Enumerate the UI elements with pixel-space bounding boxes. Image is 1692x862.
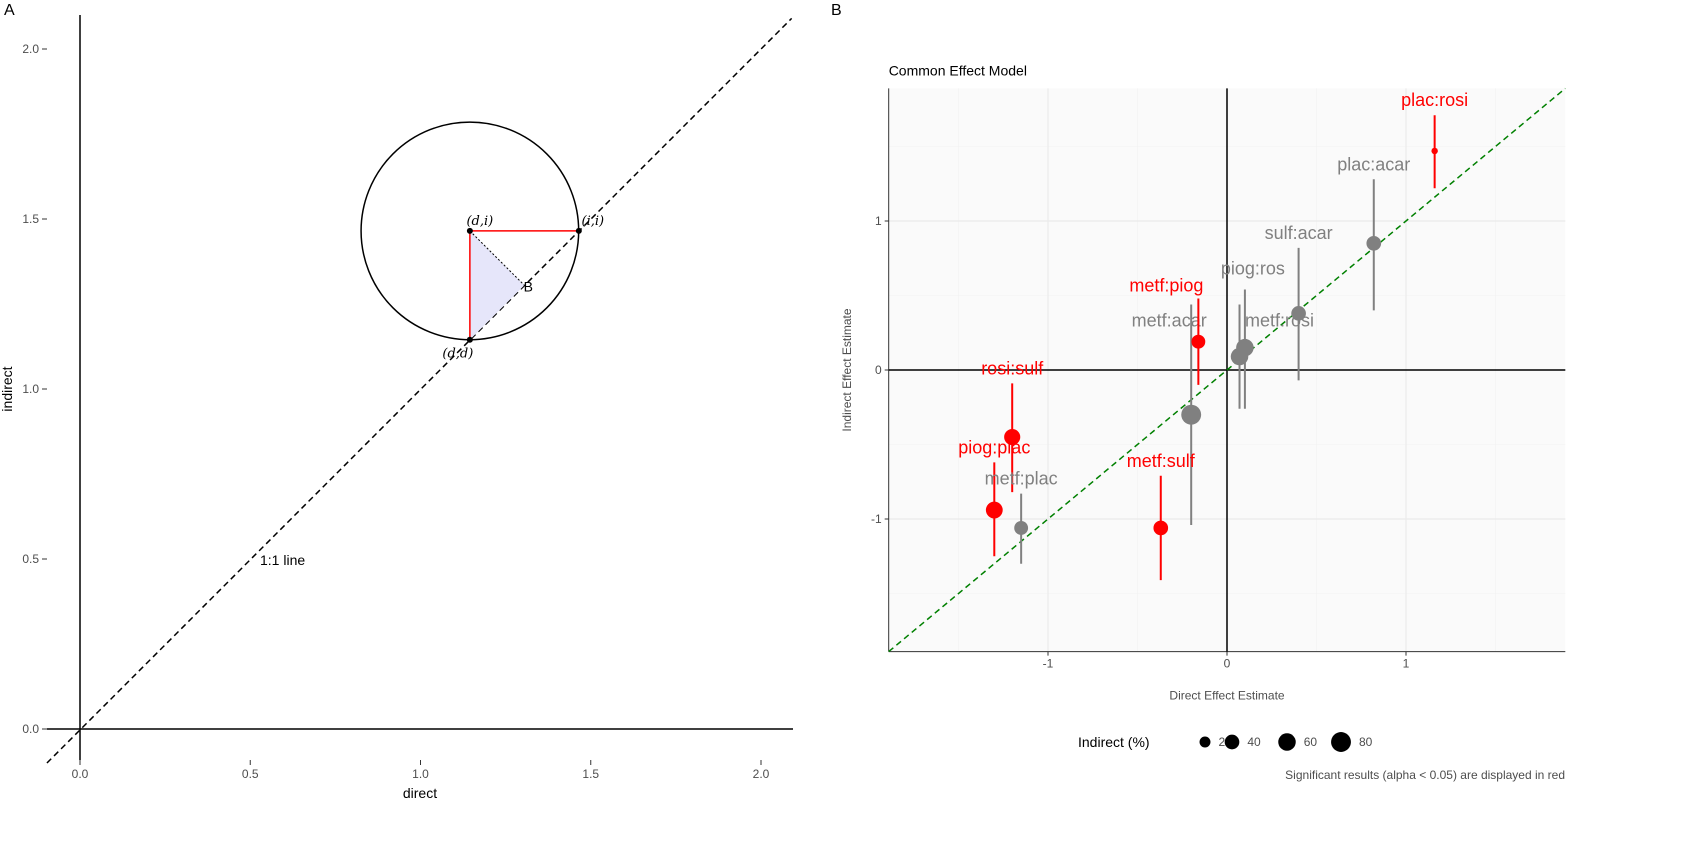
y-tick-label: 2.0 — [22, 42, 39, 56]
data-point — [1230, 347, 1249, 366]
y-tick-label: 1.5 — [22, 212, 39, 226]
data-point — [1004, 428, 1021, 446]
legend-label: 40 — [1247, 735, 1261, 749]
y-axis-label: indirect — [0, 366, 15, 411]
legend-key — [1224, 734, 1240, 750]
x-tick-label: -1 — [1043, 657, 1054, 671]
x-tick-label: 1.5 — [582, 767, 599, 781]
y-tick-label: 0.0 — [22, 722, 39, 736]
point — [466, 227, 473, 234]
data-point — [1431, 147, 1438, 155]
x-tick-label: 0.5 — [242, 767, 259, 781]
x-tick-label: 0.0 — [72, 767, 89, 781]
panel-a-label: A — [4, 2, 15, 19]
y-tick-label: 1.0 — [22, 382, 39, 396]
y-tick-label: 0.5 — [22, 552, 39, 566]
point — [575, 227, 582, 234]
dotted-projection — [469, 230, 525, 286]
point-label: piog:ros — [1221, 259, 1285, 279]
point-label: plac:acar — [1337, 154, 1410, 174]
legend-key — [1331, 732, 1351, 752]
point-label: piog:plac — [958, 437, 1030, 457]
data-point — [1366, 236, 1382, 251]
panel-b-label: B — [831, 2, 842, 19]
panel-a: 0.0 0.5 1.0 1.5 2.0 0.0 0.5 1.0 1.5 2.0 direct indi… — [0, 15, 793, 801]
x-tick-label: 1 — [1403, 657, 1410, 671]
reference-line-label: 1:1 line — [260, 552, 305, 568]
x-tick-label: 1.0 — [412, 767, 429, 781]
y-tick-label: -1 — [871, 512, 882, 526]
point-label: rosi:sulf — [981, 358, 1044, 378]
x-tick-label: 0 — [1224, 657, 1231, 671]
point-label: plac:rosi — [1401, 90, 1468, 110]
legend-title: Indirect (%) — [1078, 734, 1150, 750]
point-label: metf:acar — [1132, 310, 1207, 330]
y-axis-label: Indirect Effect Estimate — [840, 308, 854, 431]
point-label: metf:plac — [985, 469, 1058, 489]
point-label: metf:rosi — [1245, 310, 1314, 330]
point-label-b: B — [524, 278, 533, 294]
x-tick-label: 2.0 — [753, 767, 770, 781]
y-tick-label: 1 — [875, 214, 882, 228]
point-label: (d,i) — [466, 214, 493, 229]
x-axis-label: Direct Effect Estimate — [1169, 689, 1284, 703]
point-label: (d,d) — [442, 347, 473, 362]
x-axis-label: direct — [403, 785, 437, 801]
legend-label: 60 — [1304, 735, 1318, 749]
data-point — [1153, 520, 1169, 536]
one-to-one-line — [46, 17, 793, 764]
legend-label: 80 — [1359, 735, 1373, 749]
shaded-triangle — [469, 230, 525, 340]
data-point — [1291, 306, 1306, 321]
data-point — [985, 501, 1003, 519]
data-point — [1191, 334, 1206, 349]
point — [466, 336, 473, 343]
point-label: metf:sulf — [1127, 451, 1196, 471]
data-point — [1014, 521, 1029, 535]
chart-title: Common Effect Model — [889, 62, 1027, 78]
legend-key — [1199, 736, 1211, 748]
panel-b: -1 0 1 -1 0 1 Common Effect Model Direct Effect… — [840, 62, 1566, 782]
legend-key — [1278, 733, 1296, 751]
point-label: (i,i) — [582, 214, 605, 229]
identity-line — [888, 87, 1566, 653]
data-point — [1181, 404, 1202, 425]
caption: Significant results (alpha < 0.05) are d… — [1285, 768, 1565, 782]
point-label: sulf:acar — [1265, 223, 1333, 243]
point-label: metf:piog — [1129, 275, 1203, 295]
y-tick-label: 0 — [875, 363, 882, 377]
